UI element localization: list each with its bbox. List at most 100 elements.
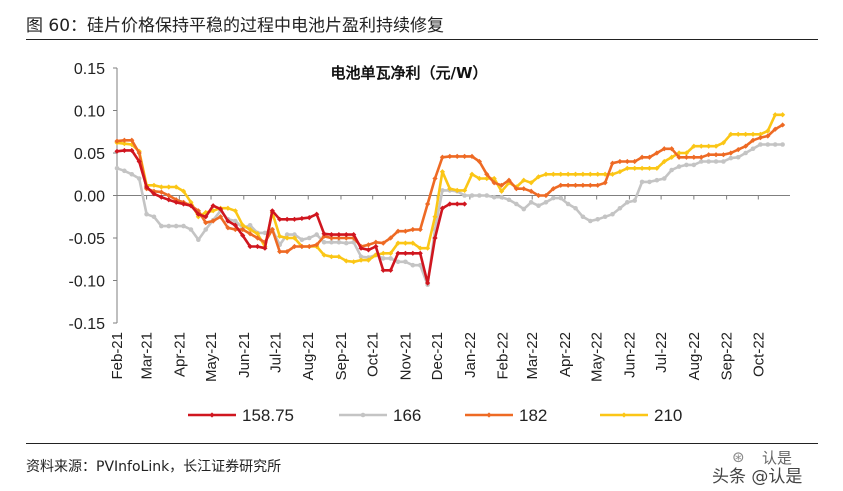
legend-158-75-point <box>209 412 215 418</box>
series-182-point <box>706 152 712 158</box>
series-166-point <box>676 164 682 169</box>
series-158-75-point <box>417 250 423 256</box>
series-182-point <box>240 226 246 233</box>
series-158-75-point <box>343 232 349 238</box>
series-182-point <box>535 192 542 199</box>
series-158-75-point <box>114 148 120 154</box>
series-158-75-point <box>388 267 394 273</box>
series-182-point <box>351 235 357 241</box>
series-210-point <box>425 245 431 251</box>
legend-158-75-label: 158.75 <box>242 406 294 425</box>
series-166-point <box>713 159 719 164</box>
series-166-point <box>166 223 172 229</box>
series-182-point <box>543 192 549 199</box>
series-166-point <box>499 194 504 200</box>
series-158-75-point <box>129 147 135 154</box>
series-158-75-point <box>454 201 460 207</box>
series-210-point <box>550 171 556 177</box>
series-210-point <box>713 143 719 149</box>
series-210-point <box>321 252 327 258</box>
series-210-point <box>380 250 386 256</box>
series-210-point <box>558 171 564 177</box>
series-210-point <box>543 171 549 177</box>
series-166-point <box>632 198 637 203</box>
series-182-point <box>654 150 660 156</box>
series-182-point <box>432 175 438 182</box>
series-166-point <box>388 256 393 261</box>
series-210-point <box>343 258 349 264</box>
series-182-point <box>225 225 231 231</box>
series-182-point <box>417 226 423 233</box>
series-158-75-point <box>410 250 416 256</box>
series-166-point <box>691 162 697 168</box>
series-210-point <box>728 131 734 137</box>
series-166-point <box>336 239 342 245</box>
series-166-point <box>395 259 401 265</box>
series-182-point <box>306 243 312 250</box>
series-166-point <box>262 230 268 236</box>
series-182-point <box>735 147 741 153</box>
x-tick-label: Mar-22 <box>524 332 541 380</box>
series-182-point <box>609 160 616 166</box>
series-182-point <box>217 214 224 220</box>
series-210-point <box>595 171 601 177</box>
series-166-point <box>417 262 423 268</box>
legend-158-75: 158.75 <box>188 406 294 425</box>
series-182-point <box>772 126 778 132</box>
x-tick-label: Sep-21 <box>333 332 350 380</box>
series-166-point <box>780 142 785 147</box>
series-182-point <box>402 228 409 234</box>
x-tick-label: Oct-22 <box>750 332 767 377</box>
series-210-point <box>698 143 704 149</box>
series-166-point <box>151 214 157 220</box>
y-tick-label: -0.05 <box>69 231 106 248</box>
series-182-point <box>425 201 431 207</box>
series-182-point <box>365 242 372 248</box>
series-166-point <box>484 193 490 198</box>
series-158-75-point <box>373 243 379 250</box>
series-158-75-point <box>395 250 401 256</box>
series-210-point <box>772 112 778 118</box>
series-182-point <box>595 182 601 188</box>
series-166-point <box>358 254 364 259</box>
series-210-point <box>580 171 586 177</box>
series-166-point <box>639 179 645 185</box>
series-166-point <box>624 200 630 205</box>
series-158-75-point <box>188 203 194 209</box>
legend-210-point <box>621 412 627 418</box>
series-158-75-point <box>284 216 290 222</box>
series-158-75-point <box>402 250 409 256</box>
series-182-point <box>632 158 638 165</box>
series-210-point <box>373 252 379 258</box>
series-210-point <box>535 174 542 180</box>
series-210-point <box>417 245 423 251</box>
series-210-point <box>661 158 667 165</box>
series-210-point <box>432 214 438 220</box>
series-158-75-point <box>254 243 261 250</box>
series-182-point <box>691 154 697 160</box>
series-158-75-point <box>277 216 283 222</box>
series-182-point <box>439 154 446 160</box>
series-158-75-point <box>232 222 238 228</box>
series-210-point <box>410 240 416 246</box>
series-210-point <box>683 150 690 156</box>
legend-182-point <box>486 412 492 418</box>
x-tick-label: Jun-21 <box>236 332 253 378</box>
series-158-75-point <box>291 216 298 222</box>
series-166-point <box>306 235 312 241</box>
chart-series-layer <box>114 112 786 288</box>
series-158-75-point <box>461 201 468 207</box>
series-210-point <box>469 171 475 177</box>
series-166-point <box>772 142 778 147</box>
series-210-point <box>461 187 468 193</box>
bottom-rule <box>26 443 818 444</box>
series-166-point <box>159 223 164 229</box>
series-166-point <box>617 205 623 211</box>
series-182-point <box>328 235 335 241</box>
series-210-point <box>240 222 246 228</box>
series-182-point <box>550 186 556 192</box>
legend-182-label: 182 <box>519 406 547 425</box>
series-210-point <box>225 205 231 211</box>
series-166-point <box>136 176 142 181</box>
